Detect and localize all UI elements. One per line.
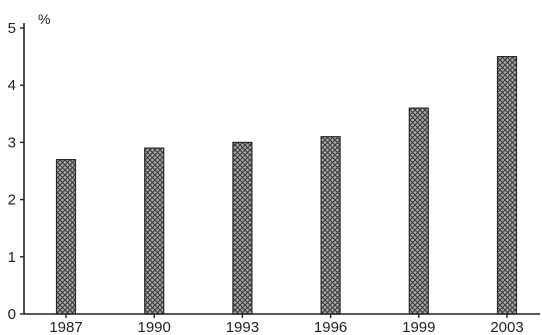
bar-2003 [496,55,518,315]
x-tick-label-1990: 1990 [138,319,171,335]
x-tick-label-1996: 1996 [314,319,347,335]
x-ticks-group: 1987 1990 1993 1996 1999 2003 [49,314,524,335]
x-tick-label-1999: 1999 [402,319,435,335]
x-tick-label-1993: 1993 [226,319,259,335]
y-axis-unit-label: % [38,11,50,27]
y-tick-label-1: 1 [8,249,16,266]
bars-group [55,55,518,315]
x-tick-label-2003: 2003 [490,319,523,335]
y-tick-label-5: 5 [8,20,16,37]
bar-1993 [232,141,253,315]
y-tick-label-2: 2 [8,192,16,209]
bar-1999 [408,107,429,315]
y-tick-label-4: 4 [8,77,16,94]
y-tick-label-3: 3 [8,134,16,151]
bar-1990 [144,147,165,315]
x-tick-label-1987: 1987 [49,319,82,335]
bar-1996 [320,136,341,315]
y-tick-label-0: 0 [8,306,16,323]
bar-1987 [55,159,77,315]
y-ticks-group: 0 1 2 3 4 5 [8,20,24,323]
